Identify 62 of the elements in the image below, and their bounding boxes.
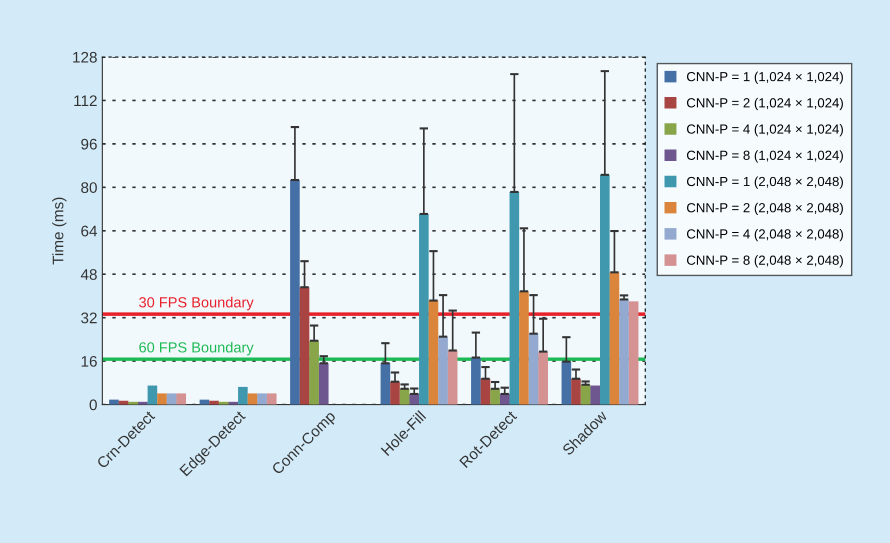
bar <box>600 174 610 405</box>
bar <box>176 393 186 405</box>
y-tick-label: 96 <box>81 138 97 150</box>
bar <box>428 300 438 405</box>
legend-label: CNN-P = 8 (1,024 × 1,024) <box>686 150 843 163</box>
bar <box>148 386 158 405</box>
bar <box>610 272 620 405</box>
legend-label: CNN-P = 2 (1,024 × 1,024) <box>686 98 843 110</box>
bar <box>619 299 629 405</box>
y-tick-label: 64 <box>81 226 98 236</box>
bar <box>409 394 420 405</box>
y-tick-label: 80 <box>81 182 97 194</box>
y-axis-title: Time (ms) <box>52 198 66 265</box>
bar <box>266 393 277 405</box>
ref-line-label: 30 FPS Boundary <box>139 296 254 310</box>
bar <box>448 350 458 405</box>
bar <box>471 358 481 405</box>
legend-label: CNN-P = 1 (2,048 × 2,048) <box>686 176 843 189</box>
bar <box>380 363 390 405</box>
bar <box>309 340 319 405</box>
ref-line-label: 60 FPS Boundary <box>139 342 254 356</box>
y-tick-label: 48 <box>80 269 97 280</box>
legend-label: CNN-P = 2 (2,048 × 2,048) <box>686 202 843 216</box>
y-tick-label: 112 <box>74 95 97 106</box>
bar <box>519 291 529 405</box>
bar <box>438 336 448 405</box>
legend-label: CNN-P = 1 (1,024 × 1,024) <box>686 72 843 84</box>
bar <box>257 393 267 405</box>
bar <box>590 386 600 405</box>
bar <box>128 402 138 405</box>
bar <box>118 400 128 405</box>
bar <box>228 402 238 405</box>
bar <box>238 386 248 405</box>
bar <box>500 394 510 405</box>
bar <box>209 400 219 405</box>
bar <box>528 334 538 405</box>
bar <box>200 400 210 405</box>
bar <box>300 287 310 405</box>
bar <box>480 378 490 405</box>
bar <box>109 400 119 405</box>
bar <box>248 393 258 405</box>
bar <box>318 363 329 405</box>
y-tick-label: 16 <box>82 356 97 367</box>
bar <box>290 180 300 405</box>
legend-label: CNN-P = 4 (1,024 × 1,024) <box>686 124 843 136</box>
bar <box>157 393 167 405</box>
bar <box>571 378 581 405</box>
bar <box>580 384 590 405</box>
bar <box>510 192 520 405</box>
bar <box>562 362 572 405</box>
y-tick-label: 128 <box>73 52 97 63</box>
y-tick-label: 32 <box>81 312 97 324</box>
bar <box>628 301 638 405</box>
bar <box>390 382 400 405</box>
bar <box>218 402 228 405</box>
y-tick-label: 0 <box>90 399 97 410</box>
legend-label: CNN-P = 8 (2,048 × 2,048) <box>686 255 843 268</box>
bar <box>538 352 548 405</box>
legend-label: CNN-P = 4 (2,048 × 2,048) <box>686 228 843 242</box>
bar <box>419 214 429 405</box>
bar <box>166 393 176 405</box>
bar <box>138 402 148 405</box>
